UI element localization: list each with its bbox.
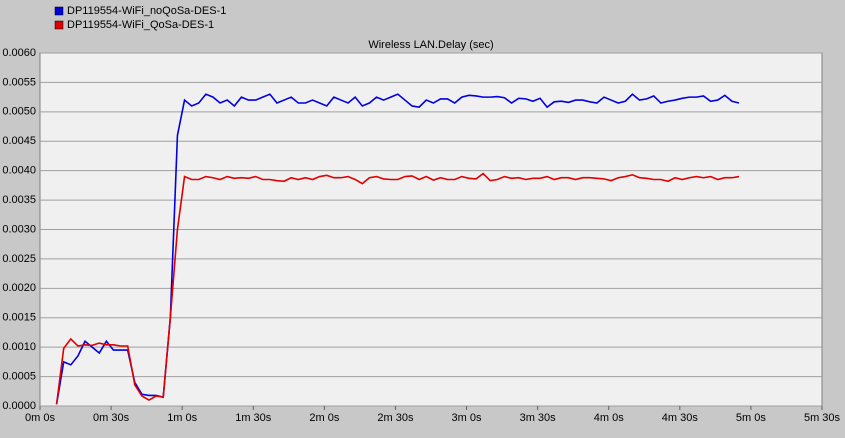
chart-title: Wireless LAN.Delay (sec) <box>368 39 493 51</box>
x-tick-label: 1m 30s <box>235 412 272 424</box>
y-tick-label: 0.0000 <box>2 400 36 412</box>
series-line <box>55 172 740 405</box>
y-tick-label: 0.0020 <box>2 282 36 294</box>
y-tick-label: 0.0060 <box>2 47 36 59</box>
x-tick-label: 0m 0s <box>25 412 55 424</box>
x-tick-label: 2m 30s <box>377 412 414 424</box>
x-tick-label: 5m 0s <box>736 412 766 424</box>
y-tick-label: 0.0030 <box>2 223 36 235</box>
legend-swatch <box>54 20 64 30</box>
y-tick-label: 0.0055 <box>2 76 36 88</box>
y-tick-label: 0.0010 <box>2 341 36 353</box>
x-tick-label: 1m 0s <box>167 412 197 424</box>
x-tick-label: 3m 30s <box>520 412 557 424</box>
x-tick-label: 4m 0s <box>594 412 624 424</box>
x-tick-label: 5m 30s <box>804 412 841 424</box>
legend-label: DP119554-WiFi_noQoSa-DES-1 <box>67 5 226 17</box>
y-tick-label: 0.0050 <box>2 106 36 118</box>
y-tick-label: 0.0025 <box>2 253 36 265</box>
y-tick-label: 0.0045 <box>2 135 36 147</box>
legend-swatch <box>54 6 64 16</box>
x-tick-label: 3m 0s <box>452 412 482 424</box>
x-tick-label: 0m 30s <box>93 412 130 424</box>
y-tick-label: 0.0015 <box>2 312 36 324</box>
y-tick-label: 0.0040 <box>2 165 36 177</box>
y-tick-label: 0.0005 <box>2 370 36 382</box>
legend-label: DP119554-WiFi_QoSa-DES-1 <box>67 19 214 31</box>
x-tick-label: 4m 30s <box>662 412 699 424</box>
y-tick-label: 0.0035 <box>2 194 36 206</box>
x-tick-label: 2m 0s <box>309 412 339 424</box>
